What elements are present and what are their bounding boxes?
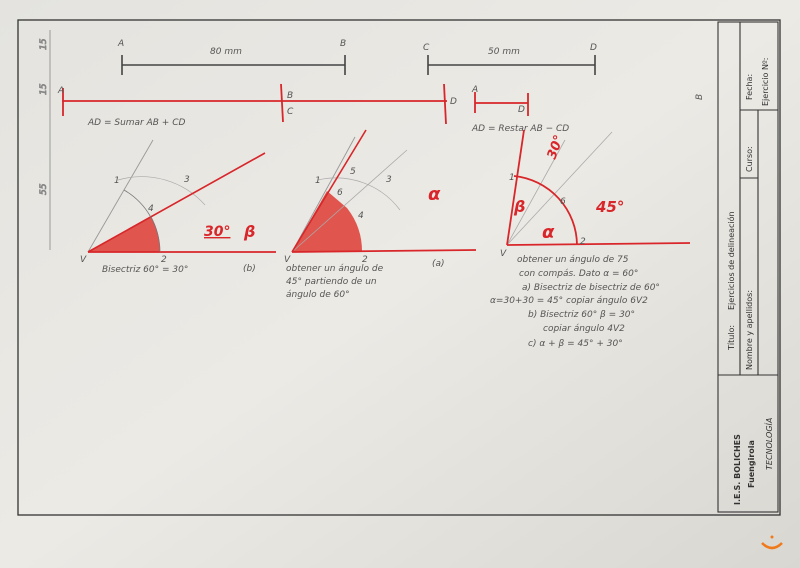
corner-logo-dot-icon [770, 535, 774, 539]
fig-c-caption: obtener un ángulo de 75 con compás. Dato… [490, 255, 660, 349]
fig-a-caption-2: 45° partiendo de un [286, 277, 377, 287]
sheet-border [17, 19, 781, 516]
length-ab: 80 mm [210, 47, 242, 57]
fig-b-vertex: V [80, 255, 87, 265]
length-cd: 50 mm [488, 47, 520, 57]
dim-2: 15 [39, 83, 49, 95]
fig-a-mark-2: 2 [362, 255, 368, 265]
difference-segment [474, 92, 529, 116]
fig-c-mark-1: 1 [509, 173, 515, 183]
fig-b-tag: (b) [243, 264, 256, 274]
fig-b-mark-2: 2 [161, 255, 167, 265]
fig-a-caption-1: obtener un ángulo de [286, 264, 384, 274]
diff-caption: AD = Restar AB − CD [471, 124, 569, 134]
figure-a [291, 129, 477, 253]
name-label: Nombre y apellidos: [745, 290, 754, 370]
department: TECNOLOGÍA [763, 418, 774, 470]
caption-line: a) Bisectriz de bisectriz de 60° [522, 283, 660, 293]
sum-c: C [287, 107, 294, 117]
fig-a-vertex: V [284, 255, 291, 265]
exercise-label: Ejercicio Nº: [761, 58, 770, 106]
title-label: Título: [727, 325, 736, 351]
course-label: Curso: [745, 146, 754, 172]
fig-b-caption: Bisectriz 60° = 30° [102, 265, 188, 275]
margin-dimensions: 15 15 55 [39, 30, 51, 250]
corner-logo-icon [761, 542, 783, 550]
fig-b-mark-1: 1 [114, 176, 120, 186]
fig-a-tag: (a) [432, 259, 445, 269]
fig-b-mark-3: 3 [184, 175, 190, 185]
figure-b [87, 139, 276, 253]
sum-b: B [287, 91, 293, 101]
fig-a-mark-3: 3 [386, 175, 392, 185]
fig-b-mark-4: 4 [148, 204, 154, 214]
school-name: I.E.S. BOLICHES [733, 434, 742, 505]
side-mark: B [695, 94, 705, 100]
caption-line: c) α + β = 45° + 30° [528, 339, 623, 349]
fig-b-angle: 30° [204, 224, 230, 240]
label-b: B [340, 39, 346, 49]
dim-3: 55 [39, 183, 49, 195]
fig-a-mark-6: 6 [337, 188, 343, 198]
fig-c-45: 45° [595, 198, 624, 216]
figure-c [506, 129, 691, 246]
fig-b-beta: β [243, 222, 255, 241]
diff-d: D [518, 105, 525, 115]
segment-ab [121, 55, 346, 75]
caption-line: α=30+30 = 45° copiar ángulo 6V2 [490, 296, 648, 306]
sum-segment [62, 83, 447, 125]
title-value: Ejercicios de delineación [726, 211, 736, 310]
fig-a-caption-3: ángulo de 60° [286, 290, 350, 300]
fig-c-alpha: α [542, 222, 555, 243]
dim-1: 15 [39, 38, 49, 50]
date-label: Fecha: [745, 74, 754, 100]
fig-a-mark-1: 1 [315, 176, 321, 186]
caption-line: b) Bisectriz 60° β = 30° [528, 310, 635, 320]
caption-line: copiar ángulo 4V2 [543, 324, 625, 334]
fig-a-mark-5: 5 [350, 167, 356, 177]
fig-c-vertex: V [500, 249, 507, 259]
diff-a: A [471, 85, 478, 95]
label-c: C [423, 43, 430, 53]
segment-cd [427, 55, 596, 75]
fig-a-alpha: α [428, 184, 441, 205]
fig-c-beta: β [513, 197, 525, 216]
caption-line: obtener un ángulo de 75 [517, 255, 629, 265]
label-d: D [590, 43, 597, 53]
sum-caption: AD = Sumar AB + CD [87, 118, 185, 128]
title-block [717, 21, 779, 513]
label-a: A [117, 39, 124, 49]
fig-c-mark-6: 6 [560, 197, 566, 207]
fig-c-mark-2: 2 [580, 237, 586, 247]
caption-line: con compás. Dato α = 60° [519, 269, 638, 279]
fig-a-mark-4: 4 [358, 211, 364, 221]
school-town: Fuengirola [747, 440, 756, 488]
sum-a: A [57, 86, 64, 96]
sum-d: D [450, 97, 457, 107]
